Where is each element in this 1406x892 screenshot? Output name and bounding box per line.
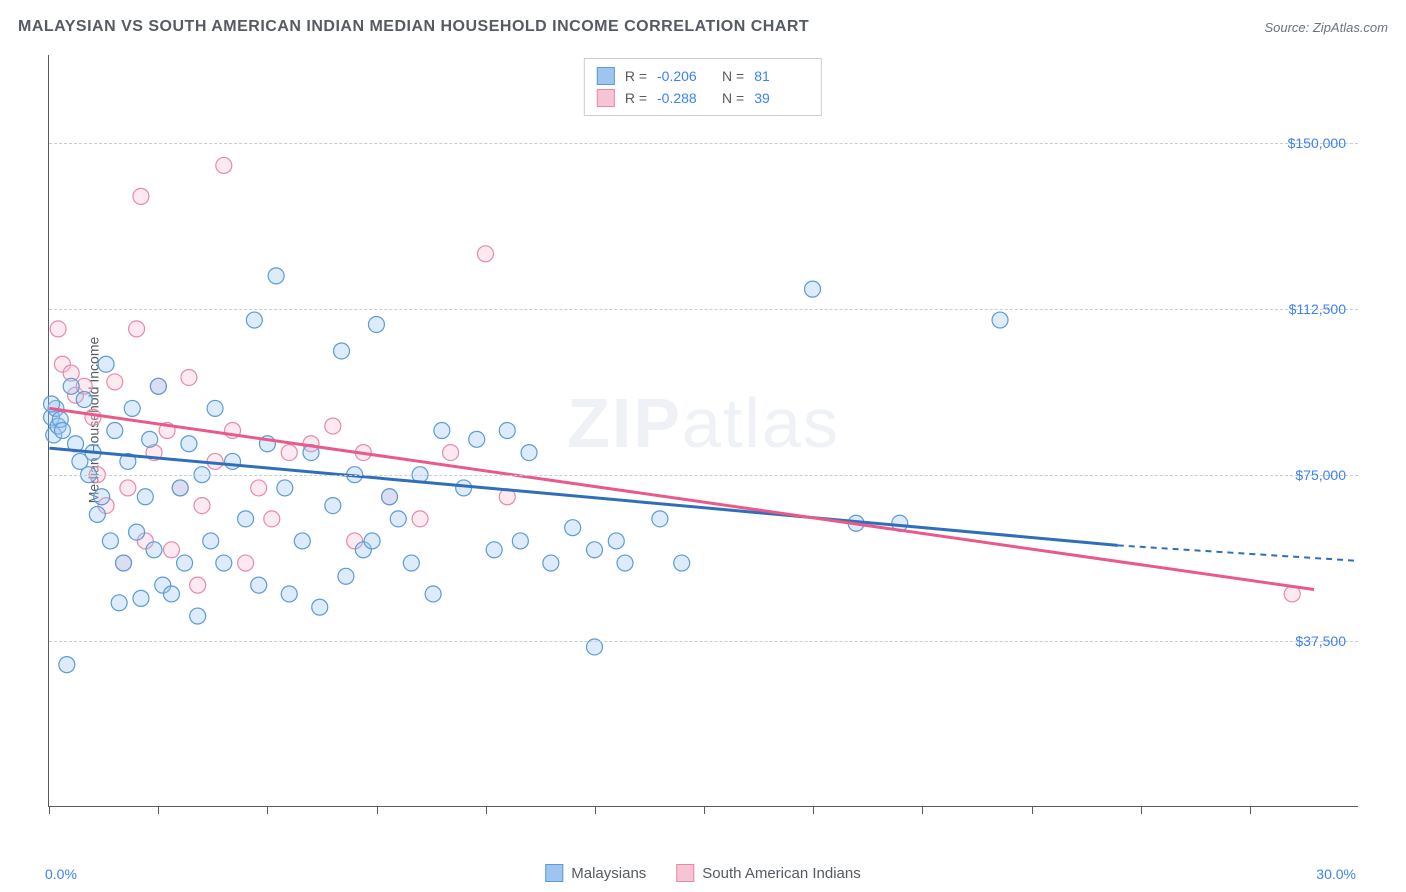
legend-item-pink: South American Indians (676, 864, 860, 882)
y-tick-label: $112,500 (1289, 301, 1346, 317)
chart-plot-area: ZIPatlas $37,500$75,000$112,500$150,000 (48, 55, 1358, 807)
legend-item-blue: Malaysians (545, 864, 646, 882)
correlation-stats-box: R = -0.206 N = 81 R = -0.288 N = 39 (584, 58, 822, 116)
y-tick-label: $150,000 (1288, 135, 1346, 151)
x-axis-min-label: 0.0% (45, 866, 77, 882)
legend-swatch-pink (676, 864, 694, 882)
swatch-blue (597, 67, 615, 85)
swatch-pink (597, 89, 615, 107)
x-axis-max-label: 30.0% (1316, 866, 1356, 882)
source-attribution: Source: ZipAtlas.com (1264, 20, 1388, 35)
y-tick-label: $75,000 (1295, 467, 1346, 483)
y-tick-label: $37,500 (1295, 633, 1346, 649)
scatter-plot-svg (49, 55, 1358, 806)
legend-swatch-blue (545, 864, 563, 882)
stats-row-pink: R = -0.288 N = 39 (597, 87, 809, 109)
stats-row-blue: R = -0.206 N = 81 (597, 65, 809, 87)
chart-title: MALAYSIAN VS SOUTH AMERICAN INDIAN MEDIA… (18, 18, 809, 36)
bottom-legend: Malaysians South American Indians (545, 864, 860, 882)
chart-header: MALAYSIAN VS SOUTH AMERICAN INDIAN MEDIA… (18, 18, 1388, 36)
